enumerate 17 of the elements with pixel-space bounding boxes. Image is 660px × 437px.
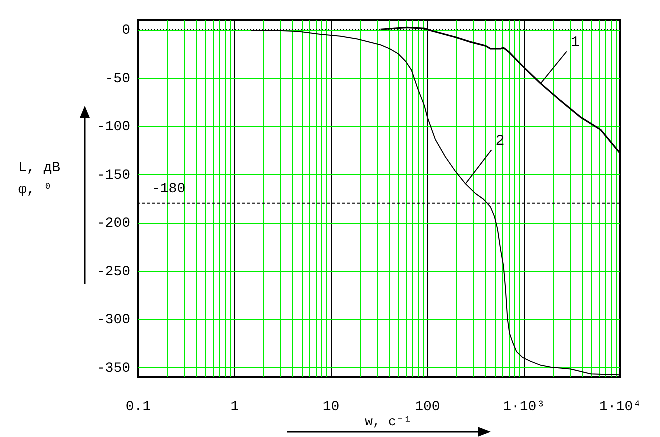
- y-tick-label: -150: [96, 168, 130, 184]
- x-tick-label: 1·10³: [503, 400, 546, 416]
- y-tick-label: 0: [122, 23, 130, 40]
- x-tick-label: 10: [322, 400, 340, 416]
- y-tick-label: -350: [96, 360, 130, 377]
- y-tick-label: -300: [96, 312, 130, 329]
- y-tick-label: -100: [96, 120, 130, 136]
- x-tick-label: 100: [415, 400, 440, 416]
- y-tick-label: -200: [96, 216, 130, 232]
- x-tick-label: 0.1: [126, 400, 152, 416]
- x-tick-label: 1·10⁴: [599, 400, 642, 416]
- x-tick-label: 1: [230, 400, 240, 416]
- y-axis-title: L, дВ φ, ⁰: [18, 160, 61, 198]
- y-tick-label: -50: [105, 71, 130, 88]
- y-tick-label: -250: [96, 264, 130, 280]
- text: 1: [570, 34, 580, 52]
- x-axis-title: w, с⁻¹: [365, 414, 412, 430]
